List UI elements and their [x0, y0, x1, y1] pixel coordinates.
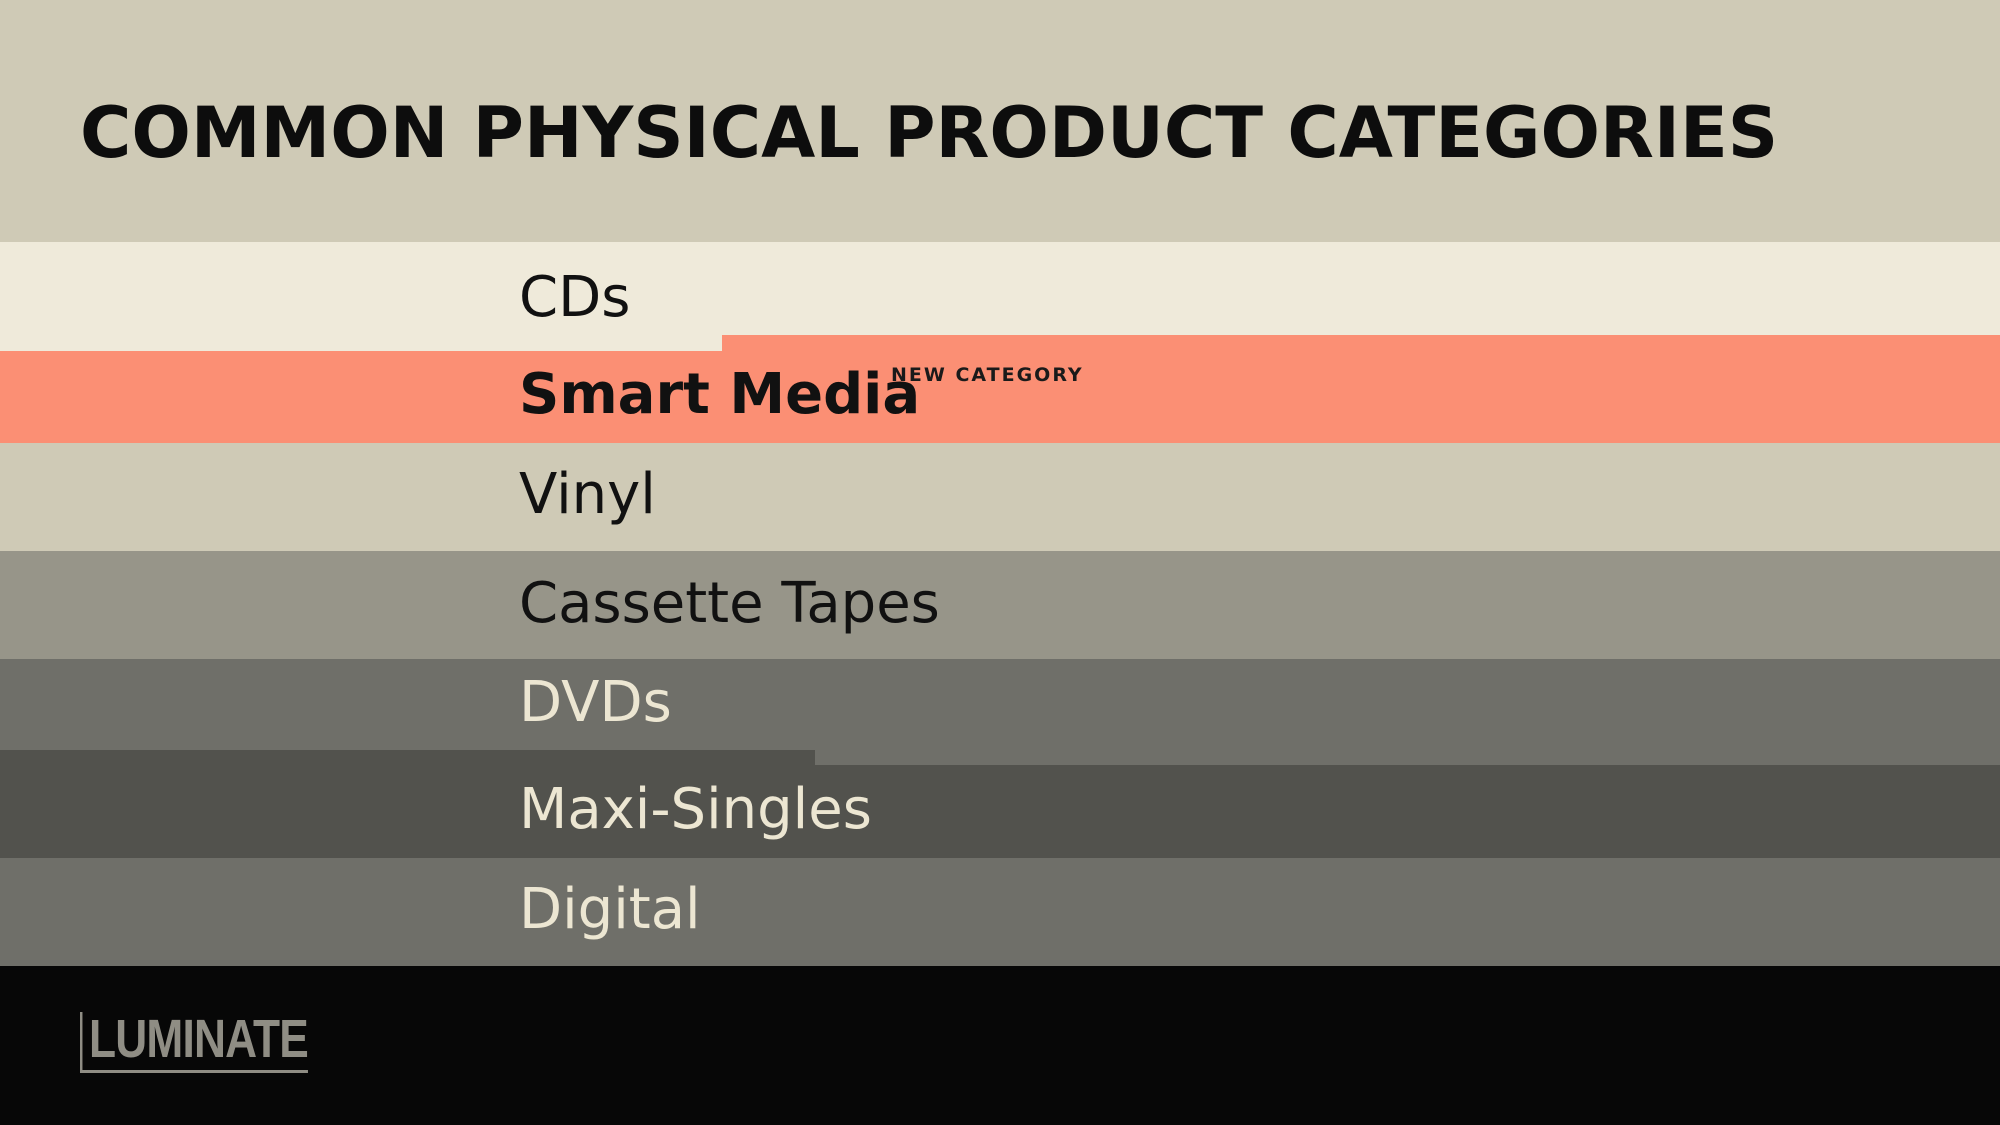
slide-title: COMMON PHYSICAL PRODUCT CATEGORIES [80, 92, 1779, 174]
category-label: Maxi-Singles [519, 777, 872, 842]
band [0, 443, 2000, 551]
band [0, 765, 2000, 858]
band [0, 351, 2000, 443]
category-label: Cassette Tapes [519, 571, 940, 636]
category-label: Digital [519, 877, 701, 942]
category-label: Smart Media [519, 362, 921, 427]
category-label: CDs [519, 265, 631, 330]
category-label: Vinyl [519, 462, 656, 527]
new-badge: NEW CATEGORY [891, 364, 1084, 386]
band [0, 242, 2000, 351]
footer [0, 966, 2000, 1125]
band-step [0, 750, 815, 765]
band [0, 551, 2000, 659]
logo: LUMINATE [80, 1012, 309, 1073]
category-label: DVDs [519, 670, 672, 735]
band [0, 659, 2000, 765]
band-step [722, 335, 2000, 351]
band [0, 858, 2000, 966]
